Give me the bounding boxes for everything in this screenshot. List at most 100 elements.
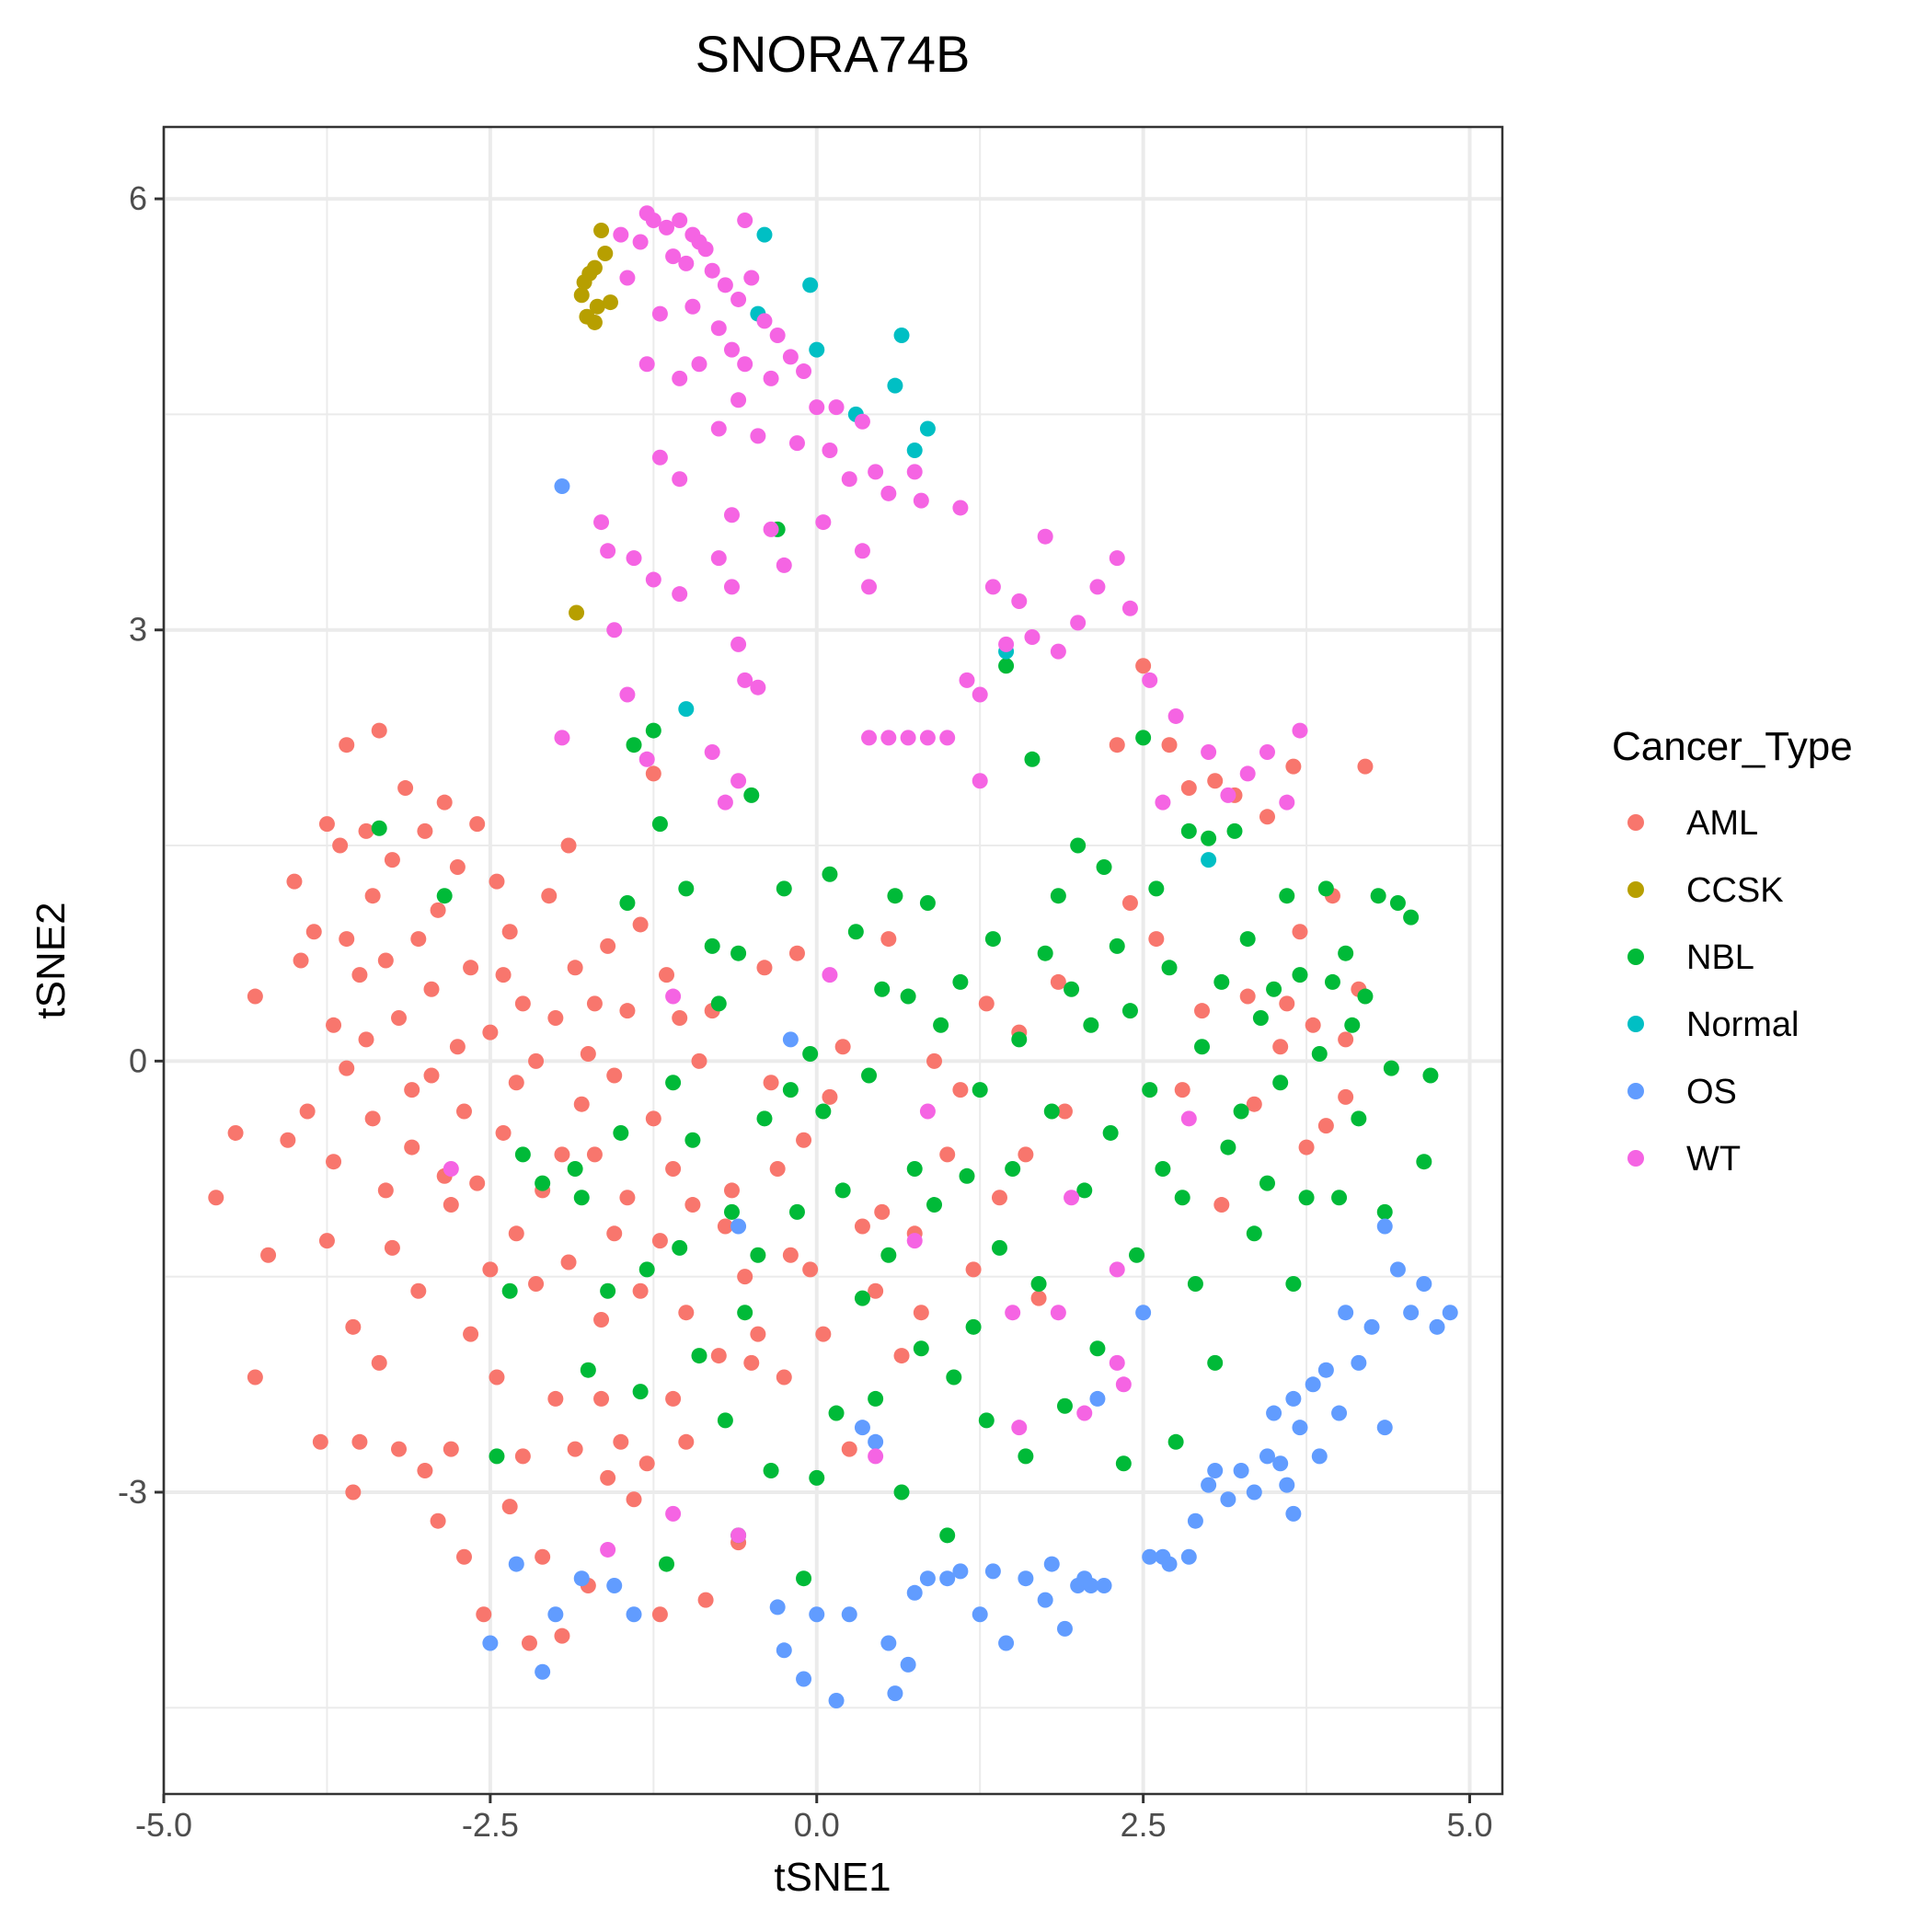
- data-point: [1121, 895, 1138, 912]
- data-point: [1233, 1463, 1249, 1479]
- data-point: [1070, 837, 1087, 854]
- data-point: [809, 1606, 825, 1623]
- data-point: [1018, 1146, 1034, 1163]
- data-point: [704, 262, 720, 279]
- data-point: [645, 1110, 661, 1127]
- data-point: [613, 226, 629, 243]
- data-point: [1064, 1190, 1080, 1206]
- data-point: [593, 514, 610, 531]
- data-point: [782, 349, 799, 365]
- data-point: [651, 816, 668, 833]
- data-point: [815, 514, 832, 531]
- data-point: [1363, 1318, 1380, 1335]
- data-point: [665, 1505, 682, 1522]
- data-point: [482, 1261, 499, 1278]
- data-point: [1266, 1405, 1282, 1421]
- data-point: [632, 1282, 649, 1299]
- data-point: [547, 1009, 564, 1026]
- x-tick-label: 0.0: [794, 1806, 840, 1844]
- data-point: [318, 1233, 335, 1249]
- data-point: [861, 579, 878, 595]
- data-point: [632, 1384, 649, 1400]
- data-point: [919, 420, 936, 437]
- data-point: [1207, 1463, 1224, 1479]
- data-point: [1135, 658, 1152, 674]
- data-point: [1115, 1455, 1132, 1472]
- data-point: [1096, 858, 1112, 875]
- data-point: [1317, 1362, 1334, 1378]
- data-point: [430, 902, 446, 918]
- data-point: [626, 1606, 642, 1623]
- data-point: [377, 952, 394, 969]
- data-point: [1279, 995, 1295, 1012]
- legend-title: Cancer_Type: [1612, 724, 1853, 769]
- data-point: [998, 658, 1015, 674]
- data-point: [1121, 1003, 1138, 1019]
- data-point: [665, 1390, 682, 1407]
- data-point: [1376, 1420, 1393, 1436]
- data-point: [436, 794, 453, 811]
- data-point: [554, 1627, 570, 1644]
- data-point: [593, 1390, 610, 1407]
- data-point: [535, 1175, 551, 1191]
- data-point: [521, 1635, 537, 1651]
- data-point: [1403, 1305, 1420, 1321]
- data-point: [1030, 1290, 1047, 1306]
- data-point: [1285, 1505, 1302, 1522]
- data-point: [554, 730, 570, 746]
- data-point: [626, 550, 642, 567]
- data-point: [600, 1469, 616, 1486]
- data-point: [939, 1146, 956, 1163]
- data-point: [868, 464, 884, 480]
- data-point: [260, 1247, 277, 1263]
- data-point: [730, 392, 747, 408]
- data-point: [841, 471, 857, 488]
- data-point: [1050, 973, 1066, 990]
- data-point: [1024, 629, 1041, 646]
- data-point: [593, 222, 610, 238]
- data-point: [959, 672, 975, 688]
- data-point: [626, 737, 642, 753]
- data-point: [600, 937, 616, 954]
- data-point: [384, 1239, 400, 1256]
- data-point: [1292, 924, 1308, 940]
- data-point: [508, 1075, 524, 1091]
- data-point: [528, 1052, 545, 1069]
- legend-item-aml: AML: [1627, 804, 1758, 843]
- data-point: [998, 1635, 1015, 1651]
- data-point: [1442, 1305, 1458, 1321]
- data-point: [1005, 1305, 1021, 1321]
- data-point: [404, 1082, 420, 1098]
- data-point: [926, 1052, 943, 1069]
- data-point: [704, 937, 720, 954]
- data-point: [1305, 1376, 1321, 1393]
- data-point: [796, 363, 812, 380]
- data-point: [326, 1154, 342, 1170]
- data-point: [684, 1197, 701, 1213]
- data-point: [847, 924, 864, 940]
- data-point: [1246, 1225, 1262, 1242]
- data-point: [455, 1103, 472, 1120]
- data-point: [1109, 737, 1125, 753]
- data-point: [822, 442, 838, 458]
- legend-key: [1627, 1150, 1644, 1167]
- data-point: [906, 1161, 923, 1177]
- data-point: [984, 931, 1001, 948]
- data-point: [547, 1390, 564, 1407]
- data-point: [913, 492, 929, 509]
- data-point: [436, 888, 453, 904]
- data-point: [913, 1340, 929, 1357]
- data-point: [672, 213, 688, 229]
- data-point: [659, 219, 675, 236]
- data-point: [1201, 830, 1217, 846]
- data-point: [593, 1312, 610, 1328]
- data-point: [645, 571, 661, 588]
- data-point: [723, 1203, 740, 1220]
- data-point: [665, 1161, 682, 1177]
- data-point: [651, 1233, 668, 1249]
- data-point: [815, 1326, 832, 1342]
- data-point: [1142, 672, 1158, 688]
- data-point: [482, 1635, 499, 1651]
- data-point: [868, 1282, 884, 1299]
